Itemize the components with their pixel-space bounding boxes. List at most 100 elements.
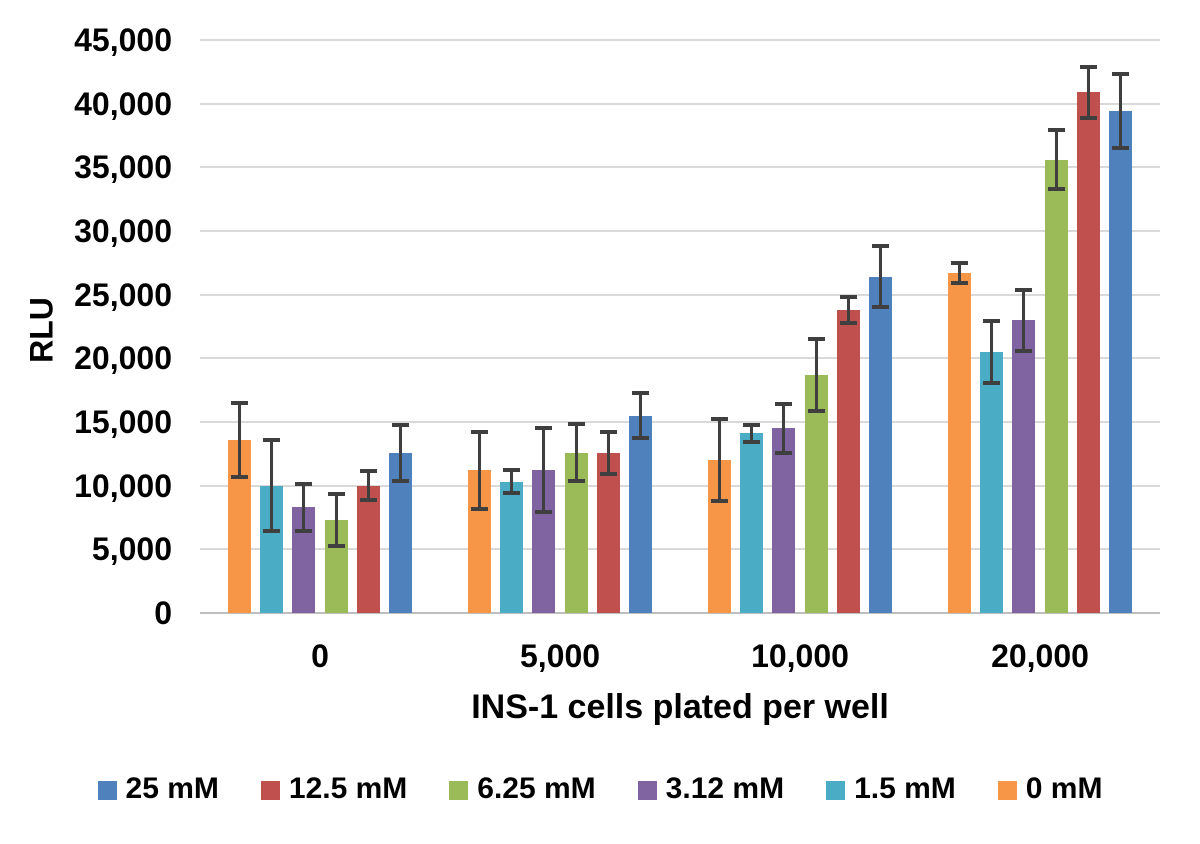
legend-label: 3.12 mM — [665, 772, 785, 805]
y-tick-label: 30,000 — [74, 213, 172, 249]
error-bar-cap — [1015, 348, 1033, 353]
error-bar-cap — [711, 498, 728, 503]
gridline-20,000 — [200, 357, 1160, 360]
error-bar-cap — [327, 491, 345, 496]
error-bar-cap — [775, 451, 793, 456]
error-bar-cap — [1112, 72, 1129, 77]
error-bar-cap — [567, 479, 585, 484]
x-axis-line — [200, 612, 1160, 614]
error-bar-cap — [295, 528, 313, 533]
error-bar-stem — [1119, 74, 1122, 149]
error-bar-stem — [879, 246, 882, 308]
error-bar-cap — [632, 391, 649, 396]
x-category-label-3: 20,000 — [991, 638, 1089, 674]
error-bar-cap — [359, 469, 377, 474]
bar-12.5mM-cat-2 — [836, 309, 860, 613]
error-bar-stem — [1086, 66, 1090, 118]
error-bar-cap — [872, 305, 889, 310]
error-bar-cap — [1079, 64, 1097, 69]
error-bar-stem — [639, 393, 642, 438]
y-tick-label: 25,000 — [74, 276, 172, 313]
error-bar-stem — [542, 428, 546, 513]
bar-3.12mM-cat-3 — [1012, 320, 1036, 613]
legend-item-1.5mM: 1.5 mM — [826, 772, 956, 806]
error-bar-cap — [471, 429, 488, 434]
error-bar-cap — [295, 481, 313, 486]
bar-3.12mM-cat-0 — [292, 507, 316, 613]
error-bar-cap — [983, 380, 1001, 385]
error-bar-stem — [366, 471, 370, 501]
bar-6.25mM-cat-1 — [564, 452, 588, 613]
bar-0mM-cat-0 — [228, 439, 251, 613]
legend-swatch-icon — [260, 781, 280, 800]
plot-area — [200, 39, 1160, 614]
error-bar-stem — [606, 431, 610, 474]
error-bar-cap — [743, 422, 761, 427]
legend-item-12.5mM: 12.5 mM — [260, 772, 408, 806]
error-bar-stem — [302, 483, 306, 531]
error-bar-cap — [263, 528, 281, 533]
error-bar-cap — [807, 409, 825, 414]
y-tick-label: 45,000 — [74, 22, 172, 58]
error-bar-cap — [743, 440, 761, 445]
error-bar-stem — [1054, 130, 1058, 189]
error-bar-stem — [399, 424, 402, 481]
error-bar-cap — [632, 435, 649, 440]
bar-25mM-cat-0 — [389, 452, 412, 613]
error-bar-cap — [471, 507, 488, 512]
gridline-15,000 — [200, 421, 1160, 423]
bar-12.5mM-cat-0 — [356, 485, 380, 613]
error-bar-cap — [535, 510, 553, 515]
x-category-label-2: 10,000 — [751, 638, 849, 674]
error-bar-cap — [503, 468, 521, 473]
error-bar-cap — [392, 478, 409, 483]
legend: 25 mM 12.5 mM 6.25 mM 3.12 mM 1.5 mM 0 mM — [0, 772, 1200, 806]
error-bar-cap — [1047, 128, 1065, 133]
error-bar-cap — [263, 438, 281, 443]
legend-label: 12.5 mM — [288, 772, 408, 805]
error-bar-stem — [718, 419, 721, 501]
error-bar-cap — [392, 422, 409, 427]
bar-1.5mM-cat-0 — [260, 485, 284, 613]
bar-0mM-cat-1 — [468, 470, 491, 613]
error-bar-cap — [711, 417, 728, 422]
bar-3.12mM-cat-1 — [532, 470, 556, 613]
error-bar-stem — [238, 402, 241, 477]
error-bar-cap — [1015, 287, 1033, 292]
error-bar-cap — [599, 429, 617, 434]
error-bar-cap — [503, 491, 521, 496]
error-bar-stem — [478, 431, 481, 510]
gridline-45,000 — [200, 39, 1160, 41]
legend-label: 6.25 mM — [477, 772, 596, 805]
y-tick-label: 15,000 — [74, 404, 172, 440]
error-bar-cap — [327, 544, 345, 549]
bar-6.25mM-cat-3 — [1044, 159, 1068, 613]
bar-1.5mM-cat-2 — [740, 433, 764, 613]
bar-25mM-cat-3 — [1109, 111, 1132, 613]
legend-swatch-icon — [97, 781, 117, 800]
error-bar-cap — [231, 474, 248, 479]
gridline-30,000 — [200, 230, 1160, 232]
bar-25mM-cat-1 — [629, 415, 652, 613]
y-tick-label: 10,000 — [74, 467, 172, 504]
error-bar-cap — [599, 471, 617, 476]
error-bar-stem — [846, 296, 850, 324]
error-bar-stem — [814, 338, 818, 412]
bar-25mM-cat-2 — [869, 276, 892, 613]
error-bar-cap — [567, 421, 585, 426]
error-bar-cap — [839, 321, 857, 326]
bar-1.5mM-cat-1 — [500, 481, 524, 613]
legend-swatch-icon — [449, 781, 469, 800]
legend-item-25mM: 25 mM — [97, 772, 219, 806]
error-bar-stem — [334, 493, 338, 547]
error-bar-cap — [1112, 146, 1129, 151]
x-axis-title: INS-1 cells plated per well — [471, 688, 889, 726]
y-tick-label: 20,000 — [74, 340, 172, 377]
legend-item-6.25mM: 6.25 mM — [449, 772, 596, 806]
legend-label: 1.5 mM — [854, 772, 956, 805]
legend-swatch-icon — [637, 781, 657, 800]
error-bar-cap — [535, 426, 553, 431]
error-bar-stem — [510, 470, 514, 494]
legend-item-0mM: 0 mM — [997, 772, 1102, 806]
